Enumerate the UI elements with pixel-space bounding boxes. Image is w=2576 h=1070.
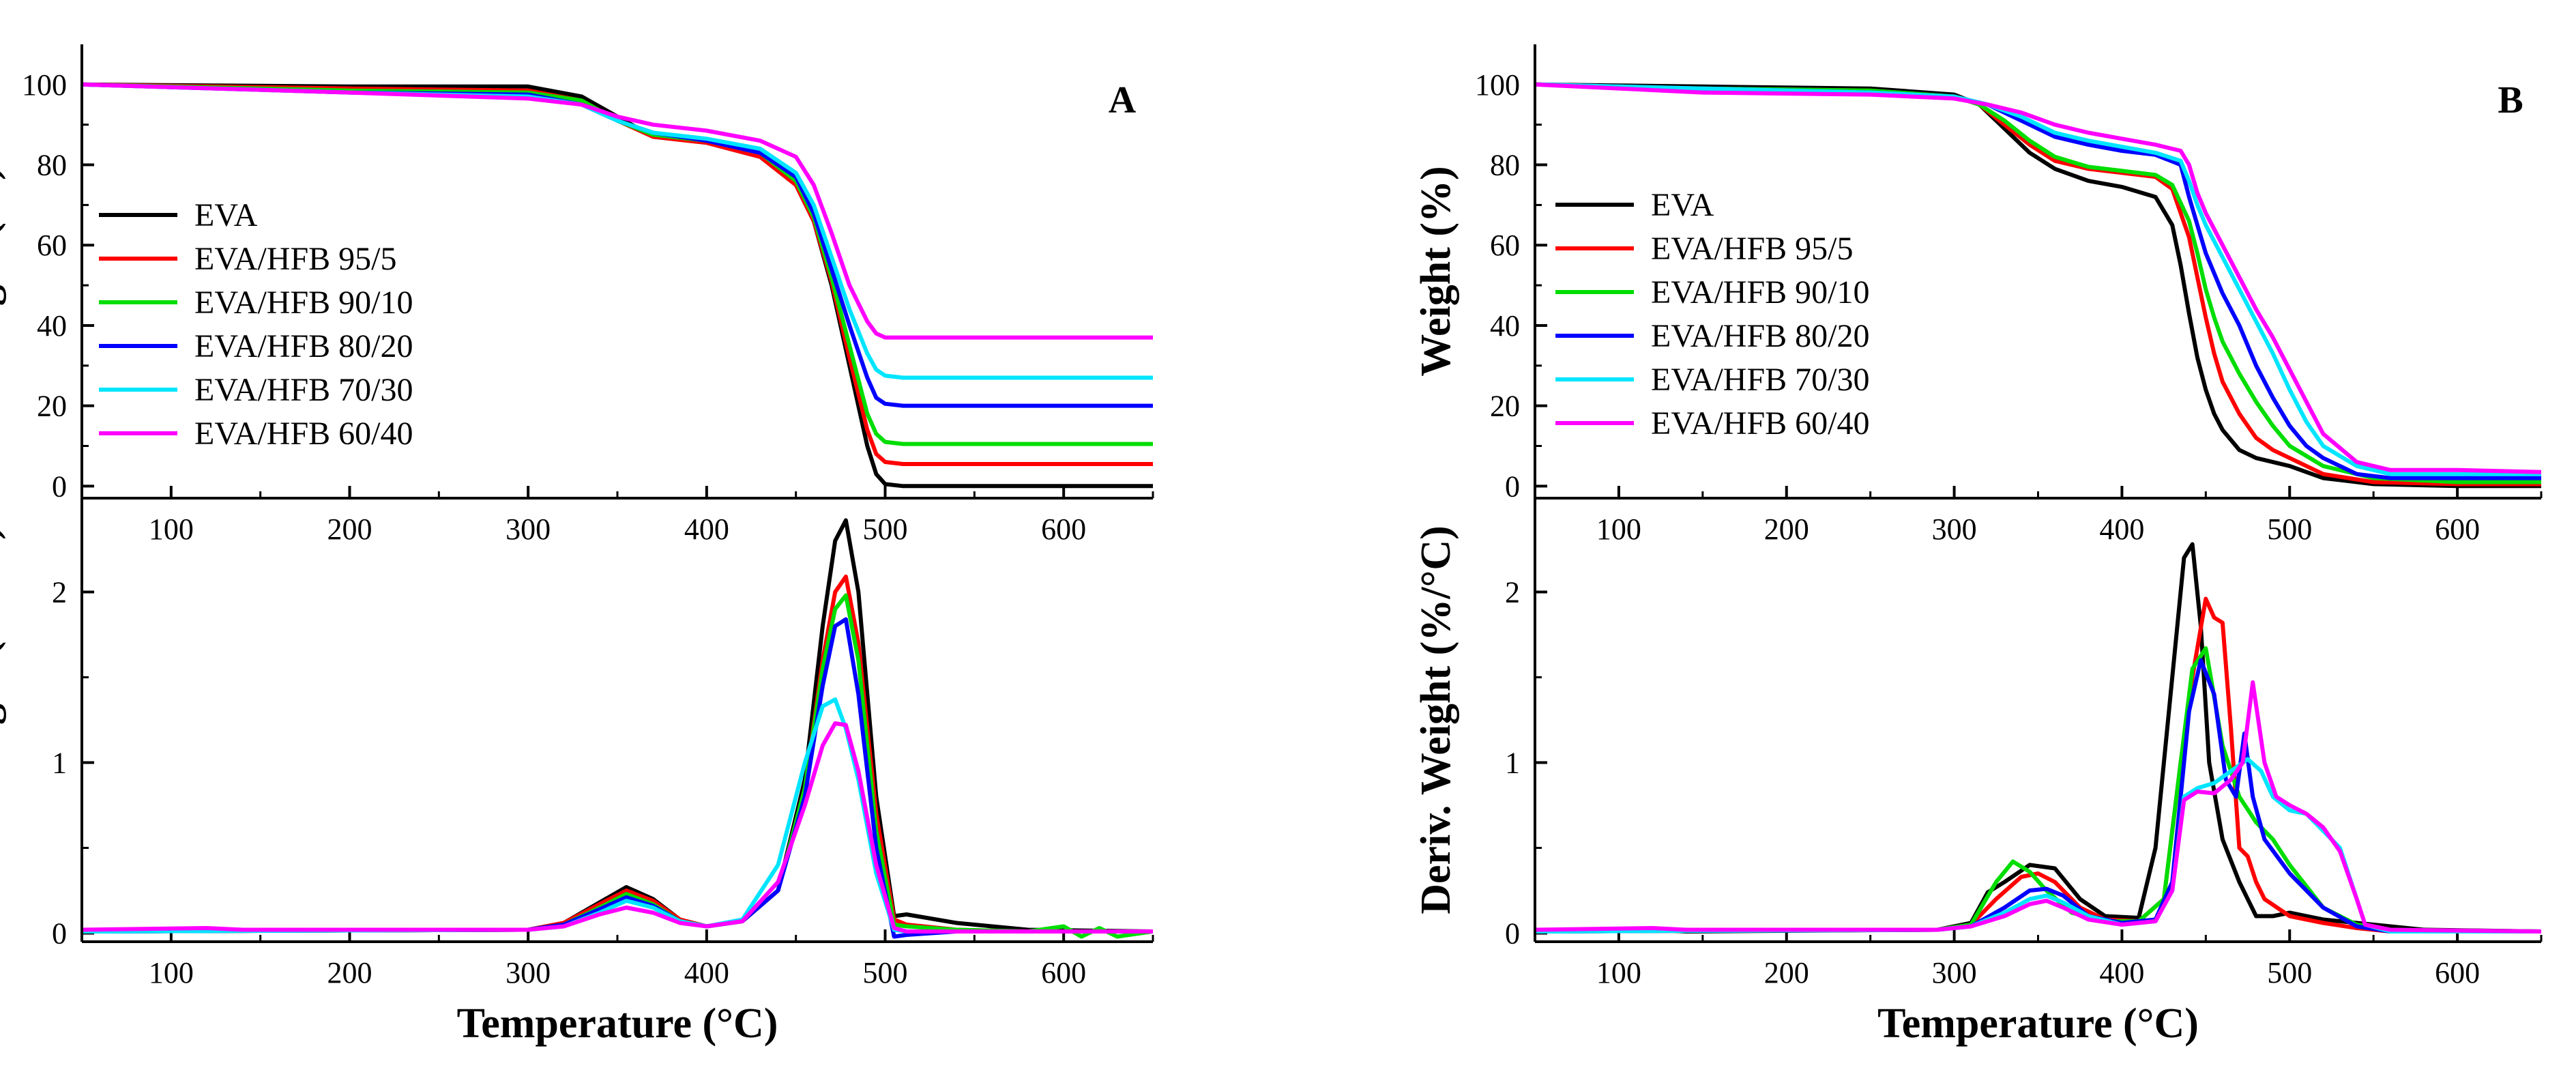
y-axis-title: Deriv. Weight (%/°C): [1413, 525, 1459, 914]
series-line-eva-hfb-95-5: [82, 575, 1153, 934]
x-tick-label: 100: [1596, 512, 1641, 546]
y-axis-title: Weight (%): [1413, 166, 1459, 376]
legend-label-eva-hfb-80-20: EVA/HFB 80/20: [1651, 318, 1870, 354]
y-tick-label: 40: [1490, 309, 1520, 343]
x-tick-label: 400: [2099, 956, 2144, 989]
legend-label-eva-hfb-70-30: EVA/HFB 70/30: [194, 372, 413, 408]
y-tick-label: 0: [1505, 469, 1520, 503]
x-tick-label: 200: [1764, 956, 1809, 989]
y-tick-label: 80: [37, 149, 67, 182]
x-axis-title: Temperature (°C): [457, 1000, 778, 1047]
x-tick-label: 600: [2435, 956, 2480, 989]
y-tick-label: 0: [52, 917, 67, 951]
y-tick-label: 1: [1505, 747, 1520, 780]
series-line-eva-hfb-95-5: [1535, 596, 2541, 934]
legend-label-eva-hfb-70-30: EVA/HFB 70/30: [1651, 362, 1870, 398]
legend-label-eva-hfb-95-5: EVA/HFB 95/5: [1651, 231, 1854, 267]
panel-label: A: [1109, 79, 1137, 121]
y-tick-label: 60: [37, 229, 67, 262]
y-tick-label: 60: [1490, 229, 1520, 262]
series-line-eva-hfb-90-10: [1535, 646, 2541, 934]
legend-label-eva: EVA: [194, 197, 258, 233]
x-tick-label: 500: [2267, 512, 2312, 546]
x-tick-label: 300: [1932, 512, 1977, 546]
series-line-eva-hfb-80-20: [1535, 658, 2541, 934]
y-tick-label: 40: [37, 309, 67, 343]
x-tick-label: 300: [1932, 956, 1977, 989]
x-tick-label: 100: [149, 956, 194, 989]
series-line-eva-hfb-70-30: [1535, 757, 2541, 934]
x-tick-label: 200: [327, 956, 372, 989]
series-line-eva-hfb-60-40: [82, 721, 1153, 934]
x-tick-label: 100: [149, 512, 194, 546]
legend-label-eva: EVA: [1651, 187, 1714, 223]
legend-label-eva-hfb-95-5: EVA/HFB 95/5: [194, 241, 397, 277]
series-group: [1535, 82, 2541, 489]
x-tick-label: 600: [1041, 512, 1086, 546]
x-axis-title: Temperature (°C): [1877, 1000, 2199, 1047]
x-tick-label: 500: [863, 956, 908, 989]
panel-label: B: [2498, 79, 2523, 121]
subplot-a-deriv: 0 1 2 100 200 300 400 500 600 Deriv. Weight (%/°C…: [0, 498, 1154, 1047]
legend-label-eva-hfb-80-20: EVA/HFB 80/20: [194, 328, 413, 364]
y-tick-label: 2: [52, 576, 67, 609]
legend: EVA EVA/HFB 95/5 EVA/HFB 90/10 EVA/HFB 80/2…: [99, 197, 413, 452]
legend: EVA EVA/HFB 95/5 EVA/HFB 90/10 EVA/HFB 80/2…: [1555, 187, 1870, 442]
series-group: [82, 82, 1153, 489]
x-tick-label: 300: [506, 956, 551, 989]
y-tick-label: 100: [22, 68, 67, 102]
x-tick-label: 500: [863, 512, 908, 546]
y-tick-label: 100: [1475, 68, 1520, 102]
series-line-eva-hfb-60-40: [1535, 680, 2541, 934]
legend-label-eva-hfb-60-40: EVA/HFB 60/40: [1651, 405, 1870, 442]
x-tick-label: 200: [1764, 512, 1809, 546]
x-tick-label: 600: [2435, 512, 2480, 546]
x-tick-label: 400: [684, 956, 729, 989]
legend-label-eva-hfb-90-10: EVA/HFB 90/10: [194, 285, 413, 321]
y-axis-title: Weight (%): [0, 166, 6, 376]
y-axis-title: Deriv. Weight (%/°C): [0, 525, 6, 914]
series-line-eva-hfb-90-10: [82, 593, 1153, 939]
series-line-eva-hfb-80-20: [82, 617, 1153, 939]
y-tick-label: 20: [1490, 390, 1520, 423]
legend-label-eva-hfb-90-10: EVA/HFB 90/10: [1651, 274, 1870, 310]
legend-label-eva-hfb-60-40: EVA/HFB 60/40: [194, 416, 413, 452]
series-group: [82, 518, 1153, 939]
series-line-eva-hfb-60-40: [82, 82, 1153, 340]
y-tick-label: 2: [1505, 576, 1520, 609]
x-tick-label: 200: [327, 512, 372, 546]
x-tick-label: 300: [506, 512, 551, 546]
series-line-eva-hfb-60-40: [1535, 82, 2541, 474]
y-tick-label: 1: [52, 747, 67, 780]
y-tick-label: 20: [37, 390, 67, 423]
y-tick-label: 0: [1505, 917, 1520, 951]
subplot-b-weight: 0 20 40 60 80 100 100 200 300 400 500 600 Weight (%)…: [1413, 44, 2543, 546]
subplot-b-deriv: 0 1 2 100 200 300 400 500 600 Deriv. Weight (%/°C…: [1413, 498, 2543, 1047]
y-tick-label: 80: [1490, 149, 1520, 182]
x-tick-label: 100: [1596, 956, 1641, 989]
y-tick-label: 0: [52, 469, 67, 503]
subplot-a-weight: 0 20 40 60 80 100 100 200 300 400 500 600 Weight (%)…: [0, 44, 1154, 546]
x-tick-label: 400: [2099, 512, 2144, 546]
x-tick-label: 500: [2267, 956, 2312, 989]
series-group: [1535, 542, 2541, 934]
x-tick-label: 600: [1041, 956, 1086, 989]
series-line-eva: [82, 518, 1153, 934]
x-tick-label: 400: [684, 512, 729, 546]
